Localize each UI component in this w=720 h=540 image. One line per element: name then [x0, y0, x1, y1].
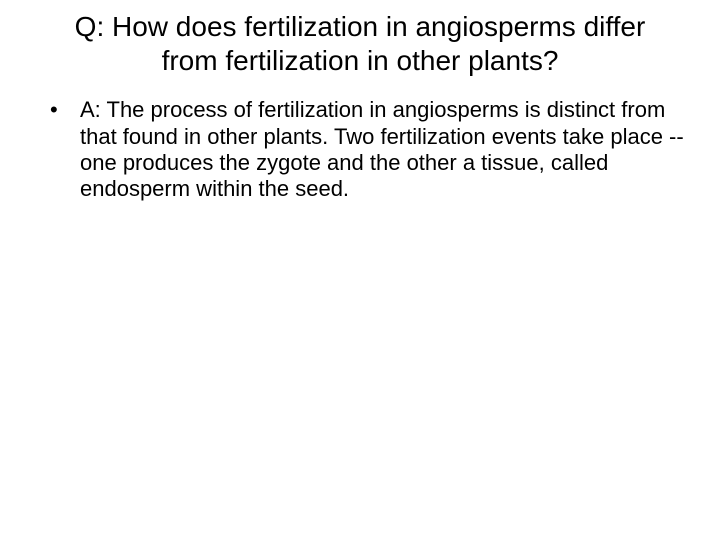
slide-title: Q: How does fertilization in angiosperms… — [30, 10, 690, 77]
slide-body-item: A: The process of fertilization in angio… — [50, 97, 690, 203]
slide-body-list: A: The process of fertilization in angio… — [30, 97, 690, 203]
